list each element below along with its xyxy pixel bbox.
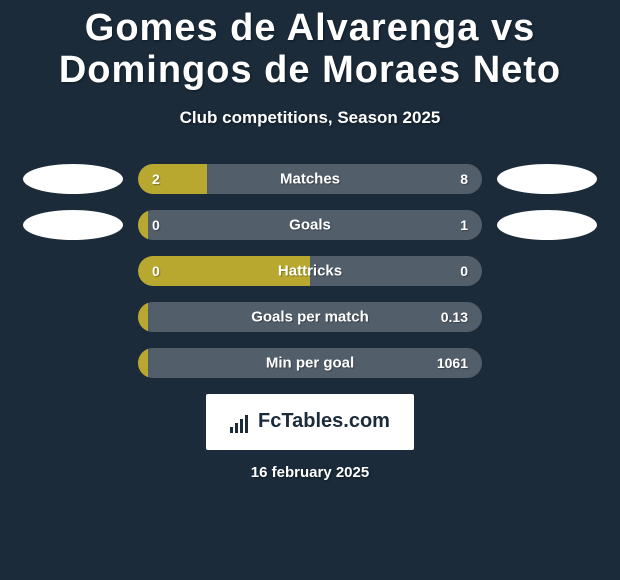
stat-bar: 0 Hattricks 0: [138, 256, 482, 286]
stat-bar-fill: [138, 164, 207, 194]
stat-row: Goals per match 0.13: [0, 302, 620, 332]
stat-left-value: 0: [152, 217, 160, 233]
comparison-card: Gomes de Alvarenga vs Domingos de Moraes…: [0, 0, 620, 580]
stat-right-value: 0: [460, 263, 468, 279]
subtitle: Club competitions, Season 2025: [0, 108, 620, 128]
page-title: Gomes de Alvarenga vs Domingos de Moraes…: [0, 8, 620, 92]
brand-text: FcTables.com: [258, 410, 390, 433]
stat-label: Min per goal: [266, 354, 354, 371]
stat-right-value: 1061: [437, 355, 468, 371]
stat-bar-fill: [138, 348, 148, 378]
stat-row: 2 Matches 8: [0, 164, 620, 194]
stat-row: 0 Goals 1: [0, 210, 620, 240]
player2-oval-slot: [482, 210, 612, 240]
stat-label: Hattricks: [278, 262, 342, 279]
stat-bar: 2 Matches 8: [138, 164, 482, 194]
stat-bar: Goals per match 0.13: [138, 302, 482, 332]
stats-rows: 2 Matches 8 0 Goals 1 0 Hattricks 0 Goals per mat…: [0, 164, 620, 378]
player1-oval: [23, 164, 123, 194]
stat-row: 0 Hattricks 0: [0, 256, 620, 286]
stat-right-value: 1: [460, 217, 468, 233]
stat-row: Min per goal 1061: [0, 348, 620, 378]
stat-label: Goals per match: [251, 308, 369, 325]
stat-left-value: 0: [152, 263, 160, 279]
player1-oval-slot: [8, 164, 138, 194]
player2-oval: [497, 164, 597, 194]
stat-left-value: 2: [152, 171, 160, 187]
stat-bar-fill: [138, 210, 148, 240]
player1-oval: [23, 210, 123, 240]
stat-bar: Min per goal 1061: [138, 348, 482, 378]
brand-bars-icon: [230, 411, 252, 433]
stat-right-value: 0.13: [441, 309, 468, 325]
stat-label: Goals: [289, 216, 331, 233]
stat-bar: 0 Goals 1: [138, 210, 482, 240]
player2-oval: [497, 210, 597, 240]
player2-oval-slot: [482, 164, 612, 194]
brand-badge: FcTables.com: [206, 394, 414, 450]
date-text: 16 february 2025: [0, 464, 620, 481]
stat-bar-fill: [138, 302, 148, 332]
stat-label: Matches: [280, 170, 340, 187]
stat-right-value: 8: [460, 171, 468, 187]
player1-oval-slot: [8, 210, 138, 240]
